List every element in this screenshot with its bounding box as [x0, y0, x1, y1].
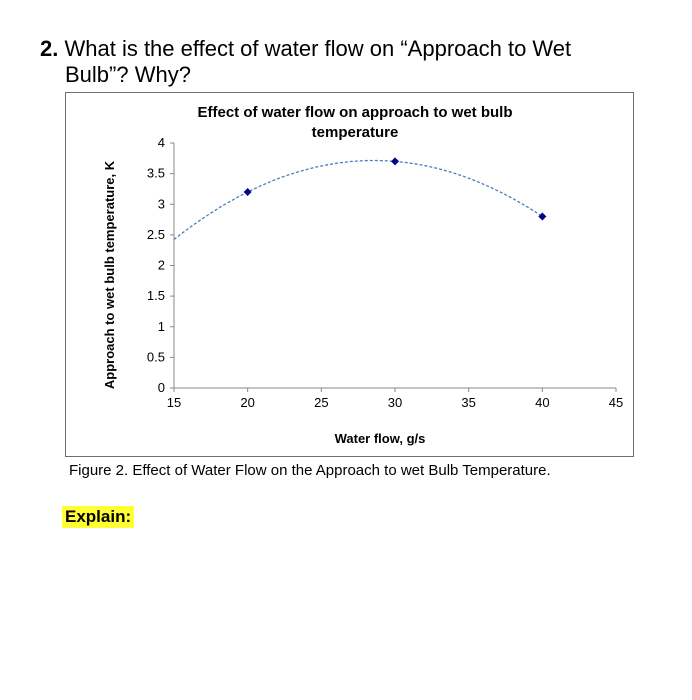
data-point-diamond [243, 188, 252, 196]
y-tick-label: 0 [158, 380, 165, 395]
y-tick-label: 1 [158, 319, 165, 334]
trendline-path [173, 159, 543, 241]
question-text: 2. What is the effect of water flow on “… [40, 36, 660, 88]
question-line-1: What is the effect of water flow on “App… [64, 36, 572, 61]
explain-label: Explain: [62, 506, 135, 528]
question-number: 2. [40, 36, 59, 61]
chart-title-line-1: Effect of water flow on approach to wet … [197, 104, 512, 121]
x-tick-label: 30 [388, 395, 402, 410]
y-tick-label: 3 [158, 196, 165, 211]
data-points [243, 157, 547, 221]
trendline [173, 159, 543, 241]
figure-caption: Figure 2. Effect of Water Flow on the Ap… [69, 462, 551, 479]
chart-title-line-2: temperature [312, 124, 399, 141]
y-tick-label: 2 [158, 258, 165, 273]
x-axis-label: Water flow, g/s [335, 431, 426, 446]
y-tick-label: 1.5 [147, 288, 165, 303]
y-tick-label: 2.5 [147, 227, 165, 242]
y-tick-label: 0.5 [147, 349, 165, 364]
x-tick-label: 45 [609, 395, 623, 410]
x-tick-label: 35 [461, 395, 475, 410]
y-tick-label: 3.5 [147, 166, 165, 181]
chart-svg: Effect of water flow on approach to wet … [102, 104, 623, 446]
chart-frame: Effect of water flow on approach to wet … [65, 92, 634, 457]
data-point-diamond [391, 157, 399, 166]
y-tick-label: 4 [158, 135, 165, 150]
x-tick-label: 40 [535, 395, 549, 410]
x-tick-label: 15 [167, 395, 181, 410]
axes: 0 0.5 1 1.5 2 2.5 3 3.5 4 15 20 25 30 35 40 45 [147, 135, 623, 410]
y-axis-label: Approach to wet bulb temperature, K [102, 160, 117, 389]
data-point-diamond [538, 212, 547, 221]
x-tick-label: 25 [314, 395, 328, 410]
question-line-2: Bulb”? Why? [65, 62, 191, 87]
x-tick-label: 20 [240, 395, 254, 410]
